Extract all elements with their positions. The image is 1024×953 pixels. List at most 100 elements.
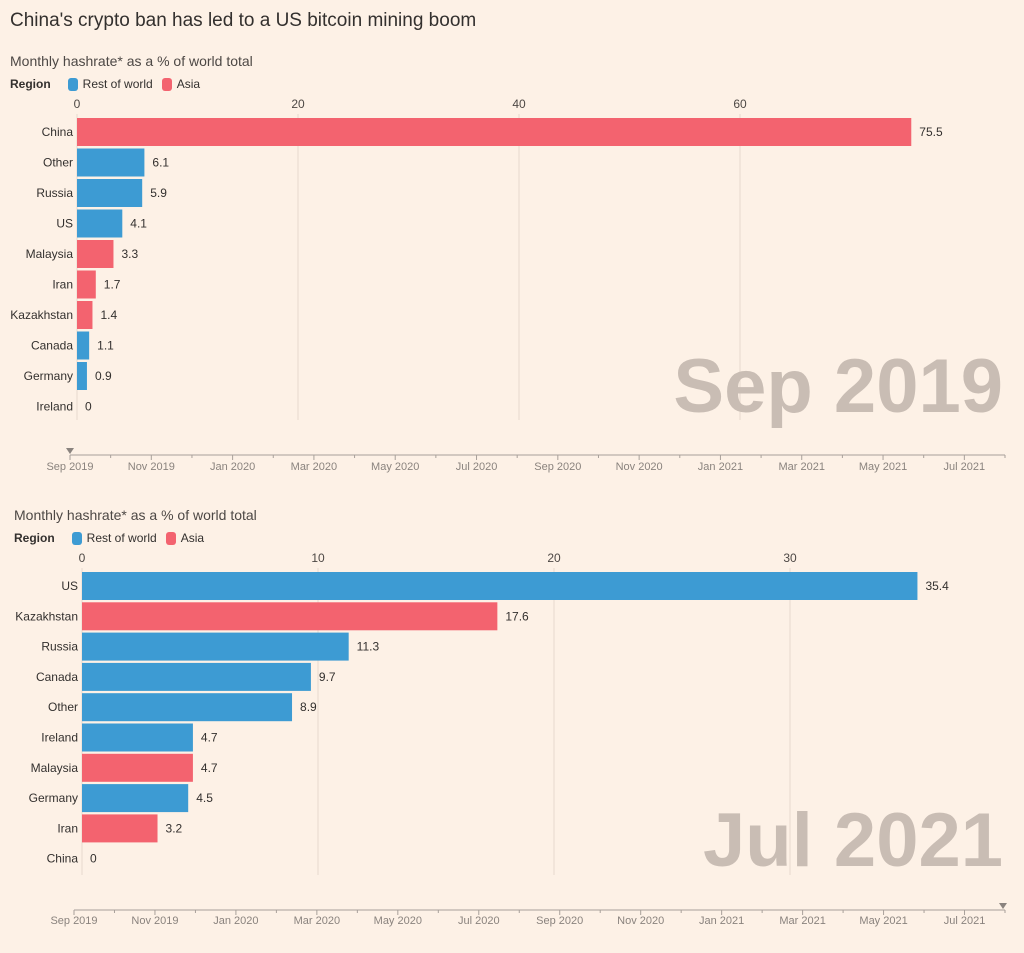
category-label: Malaysia <box>26 247 74 261</box>
timeline-label: Nov 2020 <box>617 915 664 927</box>
data-label: 9.7 <box>319 670 336 684</box>
bar-malaysia <box>77 240 114 268</box>
legend-swatch-rest-of-world <box>67 77 78 91</box>
legend-label: Rest of world <box>86 531 157 545</box>
x-tick-label: 0 <box>79 551 86 565</box>
bar-canada <box>82 662 311 691</box>
category-label: Other <box>43 156 73 170</box>
bar-ireland <box>82 723 193 752</box>
data-label: 4.1 <box>130 217 147 231</box>
timeline-label: May 2020 <box>374 915 422 927</box>
x-tick-label: 40 <box>512 97 526 111</box>
legend-label: Asia <box>180 531 205 545</box>
data-label: 4.7 <box>201 731 218 745</box>
x-tick-label: 20 <box>291 97 305 111</box>
bar-germany <box>82 784 189 813</box>
timeline-label: Nov 2019 <box>128 461 175 473</box>
data-label: 1.4 <box>100 308 117 322</box>
data-label: 0.9 <box>95 369 112 383</box>
big-date-label: Sep 2019 <box>673 344 1003 429</box>
timeline-label: Jul 2021 <box>944 461 986 473</box>
big-date-label: Jul 2021 <box>703 798 1003 883</box>
x-tick-label: 0 <box>74 97 81 111</box>
data-label: 6.1 <box>152 156 169 170</box>
x-tick-label: 20 <box>547 551 561 565</box>
category-label: Kazakhstan <box>10 308 73 322</box>
timeline-handle[interactable] <box>999 903 1007 909</box>
legend-swatch-asia <box>165 531 176 545</box>
category-label: Malaysia <box>31 761 79 775</box>
category-label: Russia <box>36 186 73 200</box>
timeline-label: Mar 2020 <box>294 915 340 927</box>
category-label: US <box>61 579 78 593</box>
timeline-label: Mar 2020 <box>291 461 337 473</box>
timeline-handle[interactable] <box>66 448 74 454</box>
timeline-label: Nov 2019 <box>131 915 178 927</box>
bar-russia <box>82 632 349 661</box>
timeline-label: Sep 2020 <box>534 461 581 473</box>
category-label: Ireland <box>36 400 73 414</box>
timeline-label: Sep 2020 <box>536 915 583 927</box>
timeline-label: Jan 2020 <box>213 915 258 927</box>
data-label: 8.9 <box>300 700 317 714</box>
timeline-label: May 2020 <box>371 461 419 473</box>
category-label: Ireland <box>41 731 78 745</box>
timeline-label: Jan 2021 <box>698 461 743 473</box>
subtitle-2: Monthly hashrate* as a % of world total <box>14 507 257 523</box>
chart-title: China's crypto ban has led to a US bitco… <box>10 10 477 31</box>
bar-other <box>82 693 293 722</box>
category-label: Iran <box>57 821 78 835</box>
bar-russia <box>77 179 143 207</box>
timeline-label: Jul 2020 <box>456 461 498 473</box>
data-label: 4.5 <box>196 791 213 805</box>
data-label: 3.3 <box>121 247 138 261</box>
x-tick-label: 10 <box>311 551 325 565</box>
bar-iran <box>82 814 158 843</box>
bar-us <box>77 209 123 238</box>
legend-label: Asia <box>176 77 201 91</box>
data-label: 1.7 <box>104 278 121 292</box>
bar-china <box>77 118 912 146</box>
timeline-label: Jul 2020 <box>458 915 500 927</box>
bar-kazakhstan <box>77 301 93 329</box>
bar-malaysia <box>82 753 193 782</box>
timeline-label: Nov 2020 <box>616 461 663 473</box>
data-label: 3.2 <box>166 821 183 835</box>
category-label: Other <box>48 700 78 714</box>
data-label: 75.5 <box>919 125 943 139</box>
timeline-label: Mar 2021 <box>778 461 824 473</box>
timeline-label: Sep 2019 <box>50 915 97 927</box>
category-label: Canada <box>36 670 78 684</box>
bar-chart-sep-2019: 0 20 40 60 Sep 2019 China 75.5 Other 6.1 Russia 5.… <box>10 97 1006 473</box>
legend-title: Region <box>14 531 55 545</box>
data-label: 0 <box>90 852 97 866</box>
timeline-label: Jan 2020 <box>210 461 255 473</box>
timeline-label: Jul 2021 <box>944 915 986 927</box>
bar-us <box>82 572 918 600</box>
legend-2: Region Rest of world Asia <box>14 531 204 545</box>
bar-kazakhstan <box>82 602 498 631</box>
legend-1: Region Rest of world Asia <box>10 77 200 91</box>
timeline-label: Mar 2021 <box>779 915 825 927</box>
bar-iran <box>77 270 96 299</box>
data-label: 1.1 <box>97 339 114 353</box>
x-tick-label: 30 <box>783 551 797 565</box>
category-label: Iran <box>52 278 73 292</box>
category-label: Germany <box>24 369 73 383</box>
legend-label: Rest of world <box>82 77 153 91</box>
category-label: Germany <box>29 791 78 805</box>
category-label: Russia <box>41 640 78 654</box>
bar-other <box>77 148 145 177</box>
legend-swatch-rest-of-world <box>71 531 82 545</box>
subtitle-1: Monthly hashrate* as a % of world total <box>10 53 253 69</box>
bar-canada <box>77 331 90 360</box>
bar-germany <box>77 362 87 390</box>
x-tick-label: 60 <box>733 97 747 111</box>
data-label: 5.9 <box>150 186 167 200</box>
data-label: 35.4 <box>925 579 949 593</box>
timeline-label: May 2021 <box>859 461 907 473</box>
timeline-label: Jan 2021 <box>699 915 744 927</box>
timeline-label: May 2021 <box>859 915 907 927</box>
category-label: China <box>47 852 79 866</box>
